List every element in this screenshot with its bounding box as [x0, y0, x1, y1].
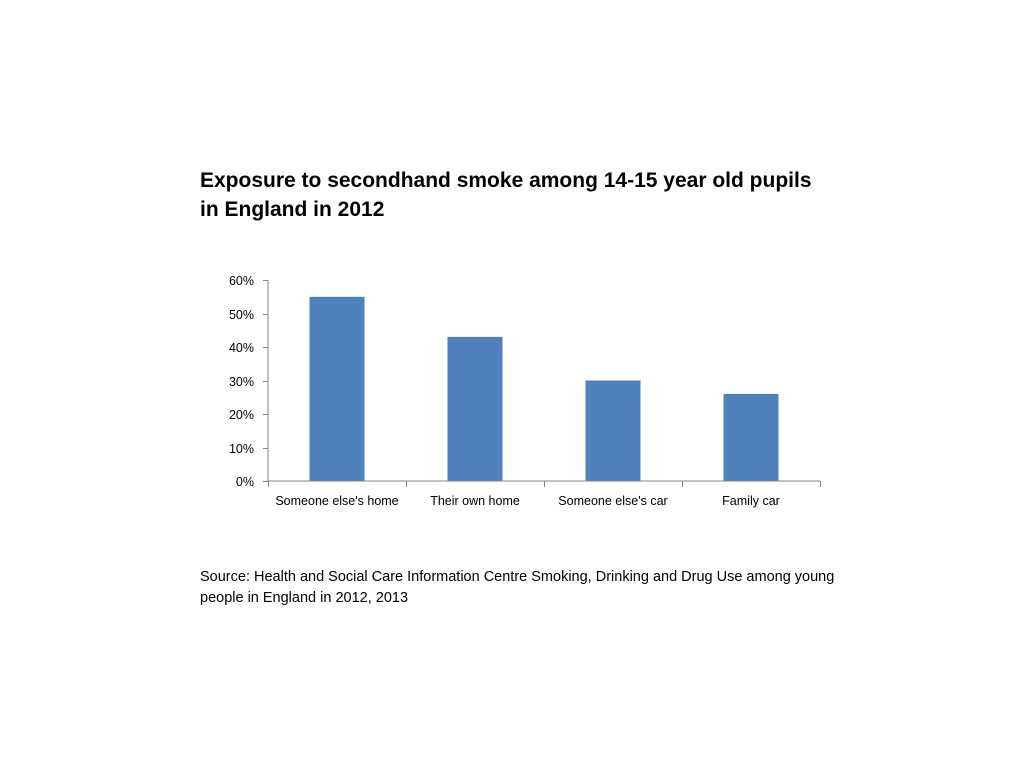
y-tick-labels: 0% 10% 20% 30% 40% 50% 60%: [229, 274, 254, 489]
bar: [309, 296, 365, 482]
y-tick-label: 20%: [229, 408, 254, 422]
y-tick-label: 30%: [229, 375, 254, 389]
x-tick-label: Family car: [722, 494, 780, 508]
y-tick-label: 10%: [229, 442, 254, 456]
bar: [723, 393, 779, 481]
y-tick-label: 50%: [229, 308, 254, 322]
y-tick-label: 40%: [229, 341, 254, 355]
source-note: Source: Health and Social Care Informati…: [200, 569, 835, 606]
x-tick-labels: Someone else's home Their own home Someone…: [275, 494, 779, 508]
bar: [447, 336, 503, 481]
bar: [585, 380, 641, 481]
bars-group: [309, 296, 779, 482]
chart-title: Exposure to secondhand smoke among 14-15…: [200, 169, 812, 221]
x-tick-label: Someone else's home: [275, 494, 398, 508]
x-tick-label: Their own home: [430, 494, 520, 508]
axes-group: [263, 280, 821, 487]
x-tick-label: Someone else's car: [558, 494, 667, 508]
y-tick-label: 60%: [229, 274, 254, 288]
y-tick-label: 0%: [236, 475, 254, 489]
